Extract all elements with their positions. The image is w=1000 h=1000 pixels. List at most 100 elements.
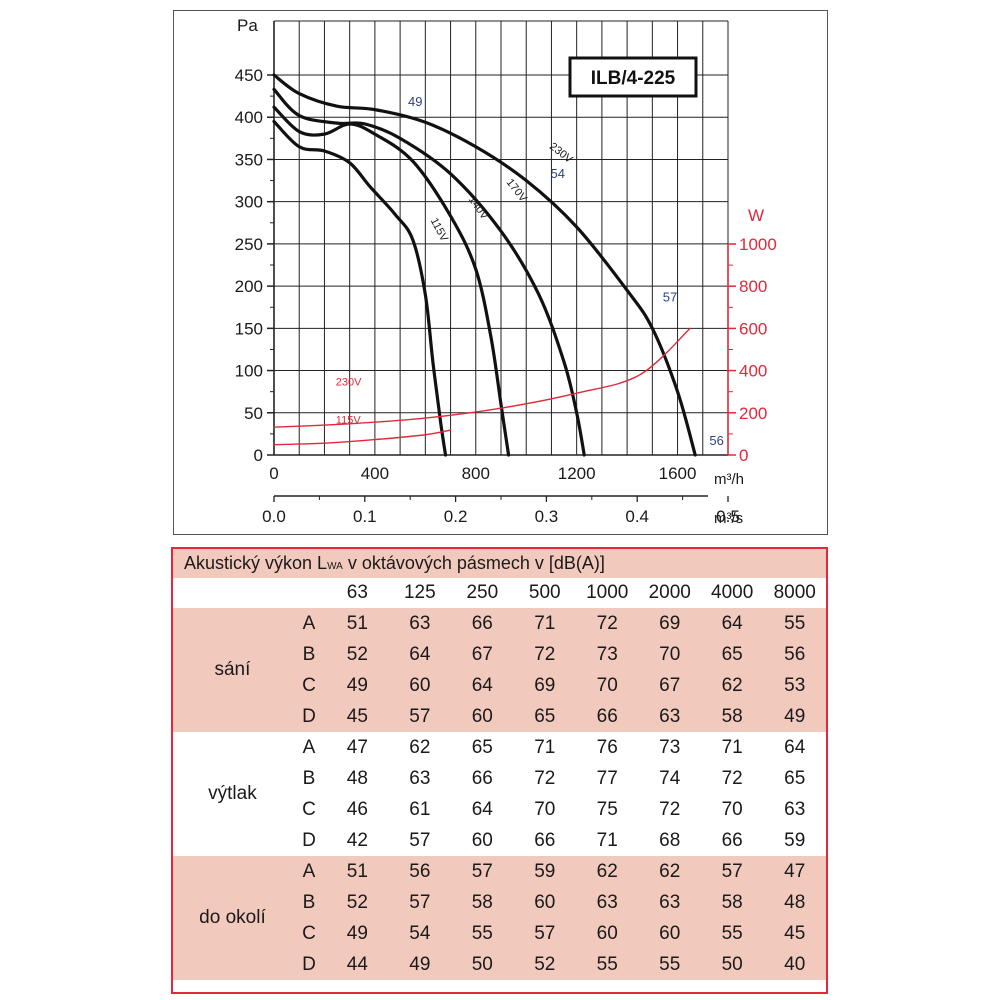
table-cell: 48	[326, 763, 389, 794]
efficiency-annotation: 56	[709, 433, 723, 448]
x2-tick-label-m3s: 0.1	[353, 507, 377, 526]
series-label: 140V	[466, 194, 491, 222]
table-cell: 70	[638, 639, 701, 670]
y-tick-label: 300	[235, 193, 263, 212]
table-cell: 60	[576, 918, 639, 949]
series-line-pressure-115v	[272, 119, 448, 457]
header-band-125: 125	[403, 582, 436, 603]
table-cell: 57	[388, 701, 452, 732]
table-cell: 40	[763, 949, 826, 980]
table-row: D 42 57 60 66 71 68 66 59	[173, 825, 826, 856]
table-row: B 52 64 67 72 73 70 65 56	[173, 639, 826, 670]
x-tick-label-m3h: 0	[269, 464, 278, 483]
chart-svg: 0 50 100 150 200 250 300 350 400 450 Pa 0 200 400 600 8…	[235, 16, 777, 527]
table-cell: 66	[451, 763, 514, 794]
x2-tick-label-m3s: 0.5	[716, 507, 740, 526]
row-id: B	[291, 763, 327, 794]
table-row: výtlak A 47 62 65 71 76 73 71 64	[173, 732, 826, 856]
row-id: D	[291, 949, 327, 980]
table-cell: 71	[513, 608, 577, 639]
table-row: D 44 49 50 52 55 55 50 40	[173, 949, 826, 980]
y2-tick-label: 200	[739, 404, 767, 423]
table-cell: 51	[326, 856, 389, 887]
table-cell: 49	[388, 949, 452, 980]
row-id: C	[291, 794, 327, 825]
y-tick-label: 50	[244, 404, 263, 423]
group-label: sání	[173, 608, 292, 732]
table-cell: 57	[388, 887, 452, 918]
table-cell: 63	[638, 701, 701, 732]
table-header-row: 63 125 250 500 1000 2000 4000 8000	[173, 578, 826, 608]
acoustic-table: Akustický výkon LWA v oktávových pásmech…	[173, 549, 826, 980]
header-band-63: 63	[346, 582, 368, 603]
group-label: výtlak	[173, 732, 292, 856]
y-tick-label: 0	[254, 446, 263, 465]
table-cell: 72	[513, 763, 577, 794]
table-cell: 57	[513, 918, 577, 949]
header-band-8000: 8000	[773, 582, 816, 603]
x-tick-label-m3h: 1600	[659, 464, 697, 483]
table-cell: 70	[700, 794, 764, 825]
table-cell: 67	[451, 639, 514, 670]
table-cell: 57	[388, 825, 452, 856]
table-cell: 65	[451, 732, 514, 763]
table-cell: 72	[576, 608, 639, 639]
header-band-2000: 2000	[648, 582, 691, 603]
table-cell: 63	[763, 794, 826, 825]
table-cell: 62	[638, 856, 701, 887]
table-cell: 59	[763, 825, 826, 856]
header-band-4000: 4000	[711, 582, 754, 603]
table-cell: 52	[326, 639, 389, 670]
series-line-pressure-170v	[272, 87, 586, 457]
table-row: C 49 60 64 69 70 67 62 53	[173, 670, 826, 701]
table-cell: 45	[326, 701, 389, 732]
table-title-suffix: v oktávových pásmech v [dB(A)]	[342, 553, 605, 573]
table-cell: 62	[700, 670, 764, 701]
header-empty	[292, 578, 326, 608]
row-id: C	[291, 918, 327, 949]
table-cell: 42	[326, 825, 389, 856]
table-row: sání A 51 63 66 71 72 69 64 55	[173, 608, 826, 732]
header-band-250: 250	[466, 582, 499, 603]
row-id: A	[291, 608, 327, 639]
table-cell: 60	[451, 701, 514, 732]
header-band-1000: 1000	[586, 582, 629, 603]
table-cell: 58	[700, 887, 764, 918]
table-cell: 56	[763, 639, 826, 670]
x2-tick-label-m3s: 0.4	[625, 507, 649, 526]
table-cell: 64	[700, 608, 764, 639]
y-tick-label: 200	[235, 277, 263, 296]
table-cell: 49	[763, 701, 826, 732]
table-cell: 69	[513, 670, 577, 701]
table-cell: 64	[451, 794, 514, 825]
table-cell: 74	[638, 763, 701, 794]
table-cell: 56	[388, 856, 452, 887]
table-cell: 57	[451, 856, 514, 887]
table-cell: 55	[638, 949, 701, 980]
table-cell: 54	[388, 918, 452, 949]
table-cell: 71	[700, 732, 764, 763]
table-cell: 62	[576, 856, 639, 887]
table-cell: 49	[326, 670, 389, 701]
table-cell: 71	[576, 825, 639, 856]
y2-tick-label: 0	[739, 446, 748, 465]
table-cell: 67	[638, 670, 701, 701]
table-cell: 62	[388, 732, 452, 763]
table-cell: 69	[638, 608, 701, 639]
table-cell: 71	[513, 732, 577, 763]
table-cell: 70	[576, 670, 639, 701]
series-line-power-230v	[273, 327, 691, 428]
acoustic-table-frame: Akustický výkon LWA v oktávových pásmech…	[171, 547, 828, 994]
series-label-power: 115V	[336, 414, 362, 426]
x-tick-label-m3h: 800	[462, 464, 490, 483]
table-cell: 57	[700, 856, 764, 887]
table-cell: 58	[700, 701, 764, 732]
table-cell: 72	[513, 639, 577, 670]
table-cell: 55	[763, 608, 826, 639]
table-title: Akustický výkon LWA v oktávových pásmech…	[173, 549, 826, 578]
table-cell: 63	[638, 887, 701, 918]
x2-tick-label-m3s: 0.0	[262, 507, 286, 526]
x2-tick-label-m3s: 0.3	[535, 507, 559, 526]
title-box	[568, 56, 698, 98]
table-cell: 73	[638, 732, 701, 763]
